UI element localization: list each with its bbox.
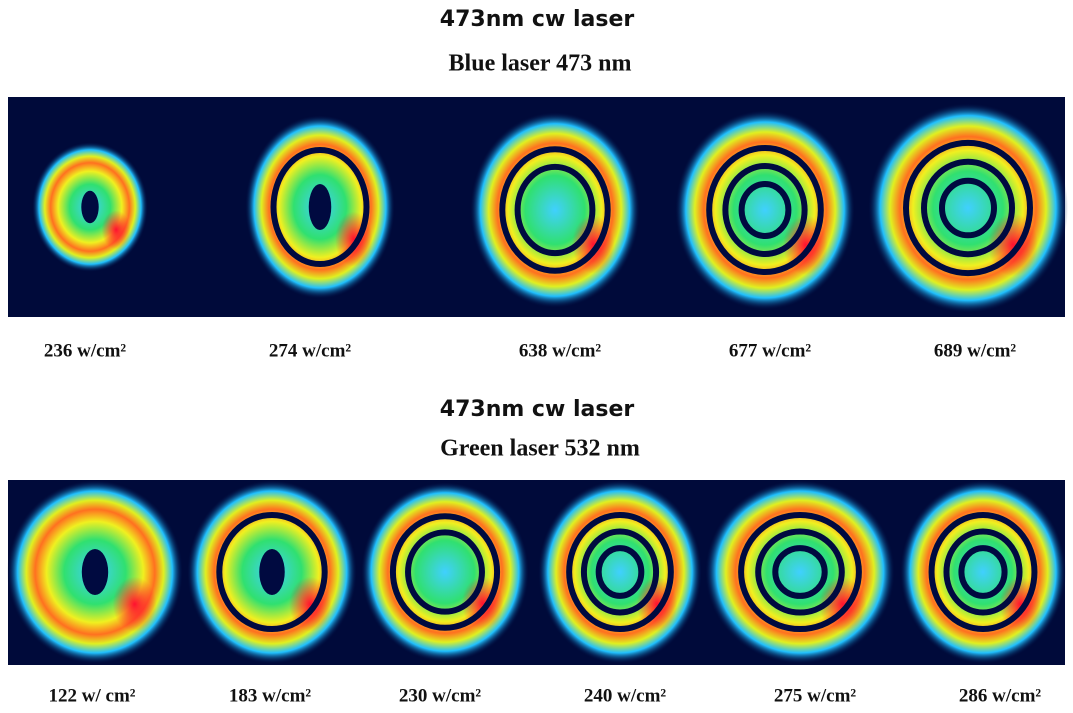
beam-pattern [900, 480, 1066, 664]
dark-core [259, 549, 285, 595]
beam-pattern [470, 112, 640, 308]
beam-pattern [705, 480, 895, 664]
beam-pattern [361, 482, 529, 662]
dark-core [309, 184, 332, 230]
beam-pattern [538, 480, 702, 664]
dark-core [82, 549, 108, 595]
intensity-label: 230 w/cm² [399, 685, 482, 706]
intensity-label: 275 w/cm² [774, 685, 857, 706]
intensity-label: 240 w/cm² [584, 685, 667, 706]
intensity-label: 677 w/cm² [729, 340, 812, 361]
hot-spot [113, 577, 157, 632]
panel-subheading: Green laser 532 nm [440, 436, 640, 462]
intensity-label: 122 w/ cm² [49, 685, 136, 706]
intensity-label: 236 w/cm² [44, 340, 127, 361]
dark-core [81, 191, 98, 224]
panel-heading: 473nm cw laser [440, 397, 635, 422]
intensity-label: 286 w/cm² [959, 685, 1042, 706]
panel-subheading: Blue laser 473 nm [449, 51, 632, 77]
intensity-label: 638 w/cm² [519, 340, 602, 361]
intensity-label: 183 w/cm² [229, 685, 312, 706]
beam-pattern [675, 110, 855, 310]
hot-spot [102, 210, 131, 249]
beam-pattern [868, 103, 1068, 313]
figure: 473nm cw laser Blue laser 473 nm 473nm c… [0, 0, 1073, 713]
panel-heading: 473nm cw laser [440, 7, 635, 32]
intensity-label: 274 w/cm² [269, 340, 352, 361]
intensity-label: 689 w/cm² [934, 340, 1017, 361]
